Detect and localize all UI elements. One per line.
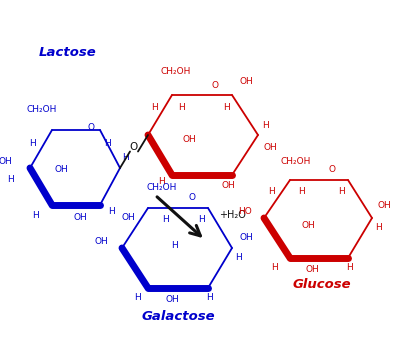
Text: H: H [235,253,242,263]
Text: H: H [33,211,39,219]
Text: H: H [298,187,305,196]
Text: CH₂OH: CH₂OH [27,105,57,115]
Text: H: H [172,241,178,249]
Text: OH: OH [94,238,108,246]
Text: H: H [347,264,353,273]
Text: H: H [122,153,129,162]
Text: OH: OH [183,135,197,145]
Text: O: O [212,82,219,91]
Text: OH: OH [240,78,254,87]
Text: OH: OH [221,181,235,189]
Text: O: O [130,143,138,153]
Text: H: H [223,103,230,113]
Text: H: H [271,264,279,273]
Text: OH: OH [55,165,69,175]
Text: OH: OH [240,234,254,243]
Text: OH: OH [165,296,179,305]
Text: H: H [151,103,158,113]
Text: HO: HO [238,208,252,216]
Text: OH: OH [121,214,135,222]
Text: H: H [338,187,345,196]
Text: OH: OH [264,144,278,153]
Text: OH: OH [302,220,316,229]
Text: OH: OH [378,201,392,210]
Text: H: H [206,294,214,303]
Text: CH₂OH: CH₂OH [161,67,191,76]
Text: CH₂OH: CH₂OH [147,184,177,192]
Text: H: H [108,208,115,216]
Text: H: H [262,121,269,129]
Text: H: H [104,139,111,148]
Text: OH: OH [0,157,12,166]
Text: H: H [7,176,14,184]
Text: H: H [198,215,205,224]
Text: Galactose: Galactose [141,310,215,324]
Text: O: O [329,165,336,175]
Text: H: H [29,139,36,148]
Text: O: O [87,123,95,132]
Text: H: H [135,294,141,303]
Text: OH: OH [73,214,87,222]
Text: +H₂O: +H₂O [219,210,245,220]
Text: H: H [268,187,275,196]
Text: H: H [162,215,169,224]
Text: Lactose: Lactose [39,45,97,59]
Text: H: H [159,178,165,186]
Text: Glucose: Glucose [293,277,351,290]
Text: CH₂OH: CH₂OH [281,157,311,166]
Text: O: O [188,193,195,203]
Text: H: H [178,103,185,113]
Text: OH: OH [305,266,319,275]
Text: H: H [375,223,382,233]
